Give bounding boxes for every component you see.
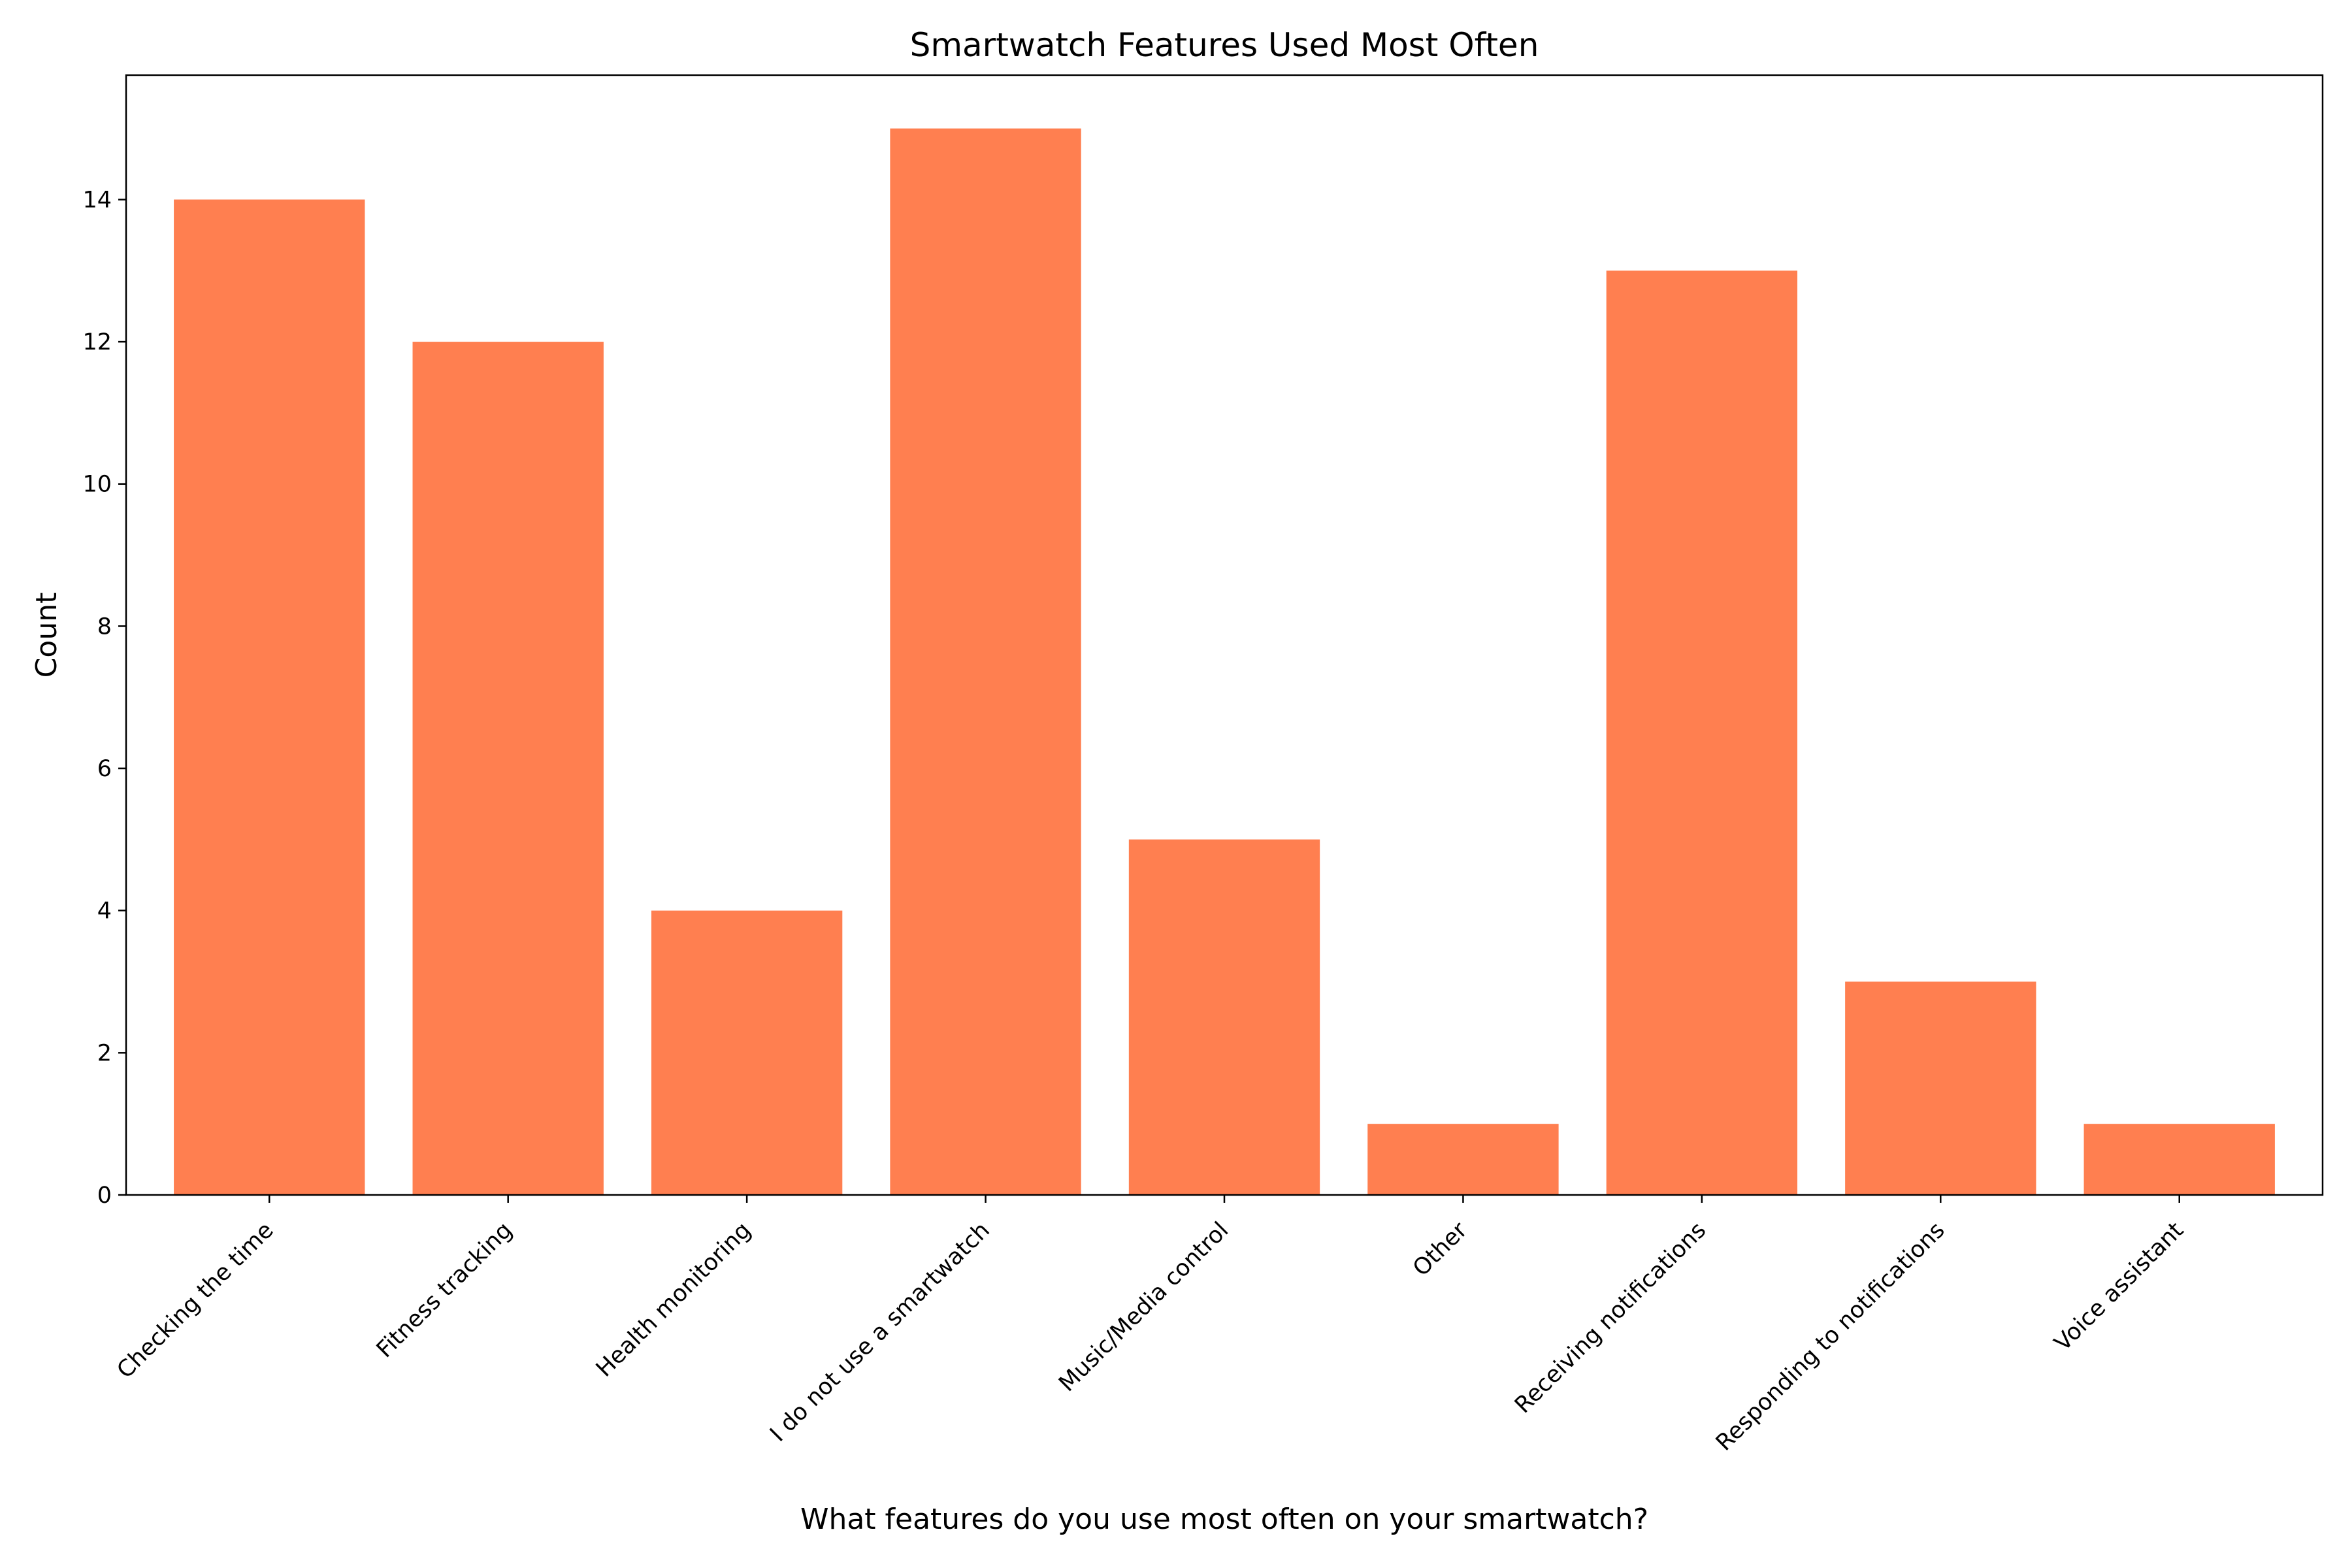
bar-5 <box>1128 839 1320 1195</box>
bar-1 <box>174 199 365 1195</box>
y-tick-label-6: 6 <box>97 756 112 782</box>
bars-layer <box>174 128 2275 1196</box>
y-tick-label-2: 2 <box>97 1040 112 1066</box>
chart-title: Smartwatch Features Used Most Often <box>910 26 1539 64</box>
bar-4 <box>890 128 1081 1196</box>
y-axis-label: Count <box>30 593 63 678</box>
y-tick-label-4: 4 <box>97 898 112 924</box>
x-axis-label: What features do you use most often on y… <box>800 1503 1648 1536</box>
bar-6 <box>1367 1124 1559 1195</box>
y-tick-label-10: 10 <box>82 472 112 498</box>
bar-9 <box>2083 1124 2275 1195</box>
bar-2 <box>412 342 604 1195</box>
y-tick-label-12: 12 <box>82 329 112 355</box>
bar-8 <box>1845 981 2036 1195</box>
y-axis: 0 2 4 6 8 10 12 14 <box>82 187 126 1209</box>
bar-7 <box>1606 270 1798 1196</box>
bar-3 <box>651 910 843 1195</box>
y-tick-label-14: 14 <box>82 187 112 213</box>
y-tick-label-8: 8 <box>97 613 112 640</box>
y-tick-label-0: 0 <box>97 1183 112 1209</box>
